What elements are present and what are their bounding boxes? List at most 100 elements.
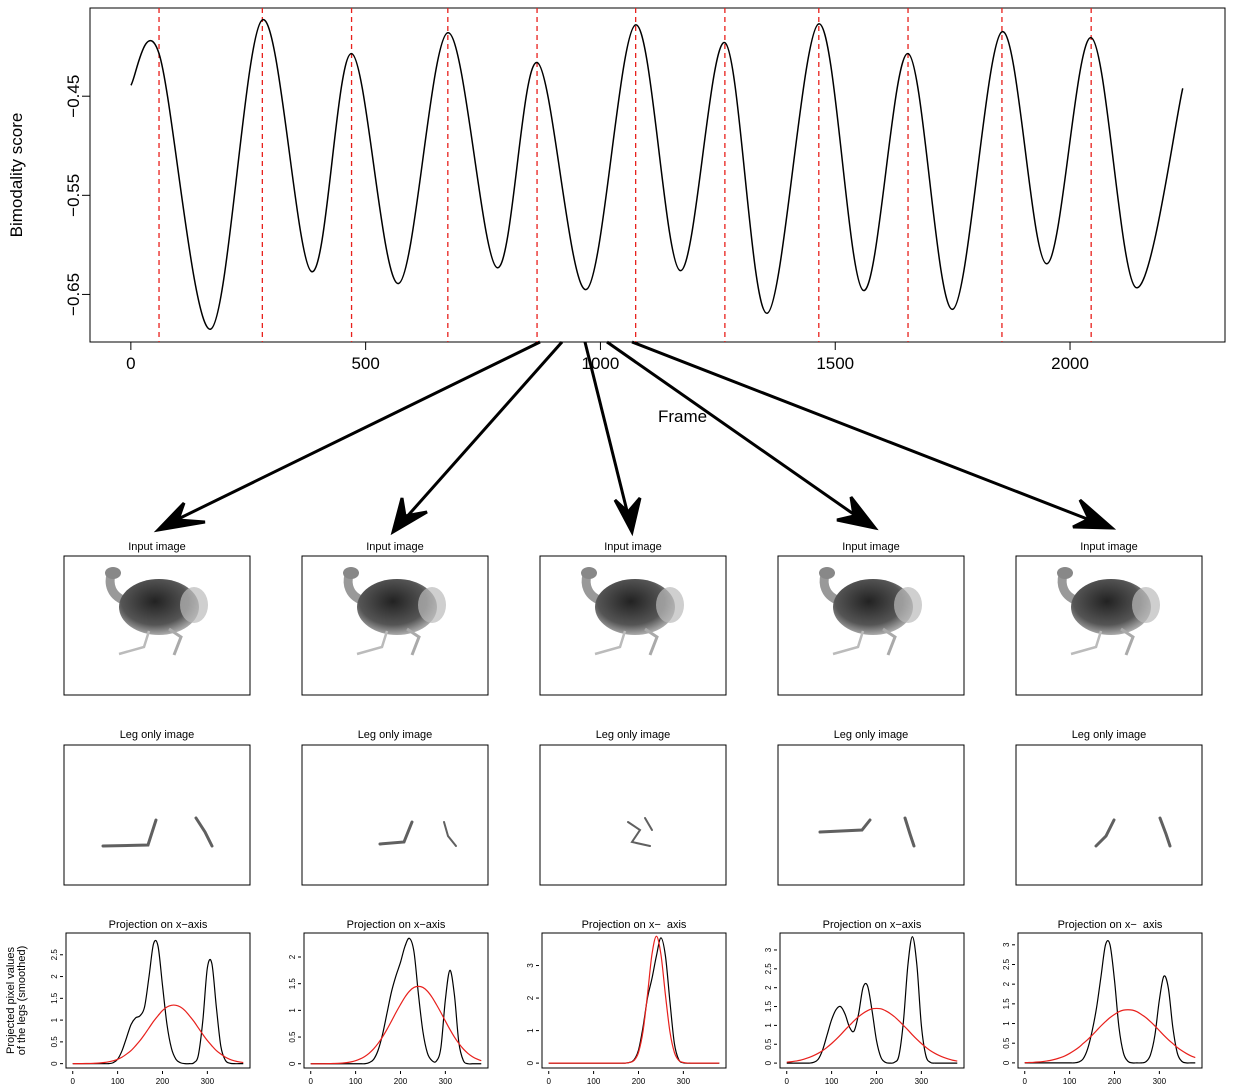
data-line (72, 939, 244, 1065)
plot-frame (89, 7, 1226, 343)
bird-image (343, 567, 446, 656)
x-tick-label: 100 (1063, 1077, 1077, 1086)
bird-leg (1070, 630, 1103, 656)
y-tick-label: 1 (526, 1028, 535, 1033)
y-tick-label: 2 (526, 995, 535, 1000)
y-axis-label: Bimodality score (7, 113, 26, 238)
y-tick-label: 3 (764, 947, 773, 952)
x-tick-label: 0 (547, 1077, 552, 1086)
bird-leg (168, 627, 183, 656)
panel-title: Input image (128, 541, 185, 553)
panel-title: Leg only image (596, 729, 671, 741)
y-tick-label: 0 (526, 1060, 535, 1065)
bird-tail (180, 587, 208, 623)
leg-stroke (194, 816, 214, 848)
bird-body (119, 579, 199, 635)
y-tick-label: 0 (288, 1061, 297, 1066)
bird-leg (118, 630, 151, 656)
leg-image-frame (539, 744, 727, 886)
data-line (310, 985, 482, 1065)
panel-title: Input image (366, 541, 423, 553)
y-tick-label: 0.5 (764, 1038, 773, 1050)
panel-title: Input image (1080, 541, 1137, 553)
y-tick-label: 2 (50, 974, 59, 979)
chart-title: Projection on x−axis (823, 919, 922, 931)
bird-leg (644, 627, 659, 656)
x-tick-label: 0 (71, 1077, 76, 1086)
x-tick-label: 500 (351, 354, 379, 373)
data-line (786, 936, 958, 1064)
bird-image (105, 567, 208, 656)
data-line (548, 937, 720, 1064)
x-tick-label: 300 (201, 1077, 215, 1086)
bird-body (1071, 579, 1151, 635)
x-tick-label: 0 (1023, 1077, 1028, 1086)
chart-title: Projection on x− axis (582, 919, 687, 931)
x-tick-label: 100 (587, 1077, 601, 1086)
x-tick-label: 200 (156, 1077, 170, 1086)
x-tick-label: 0 (309, 1077, 314, 1086)
plot-frame (541, 932, 727, 1069)
y-tick-label: −0.55 (64, 174, 83, 217)
y-tick-label: 3 (526, 963, 535, 968)
x-tick-label: 100 (111, 1077, 125, 1086)
bird-body (595, 579, 675, 635)
y-tick-label: 1.5 (1002, 998, 1011, 1010)
x-tick-label: 1500 (816, 354, 854, 373)
x-tick-label: 300 (1153, 1077, 1167, 1086)
bird-head (819, 567, 835, 579)
panel-title: Leg only image (120, 729, 195, 741)
bird-head (581, 567, 597, 579)
y-tick-label: 2 (288, 954, 297, 959)
bird-body (833, 579, 913, 635)
y-tick-label: 0 (764, 1060, 773, 1065)
bird-image (581, 567, 684, 656)
leg-stroke (378, 820, 414, 846)
bird-head (343, 567, 359, 579)
plot-frame (65, 932, 251, 1069)
y-tick-label: 1.5 (288, 978, 297, 990)
leg-stroke (644, 817, 653, 831)
bird-leg (406, 627, 421, 656)
x-tick-label: 300 (439, 1077, 453, 1086)
plot-frame (779, 932, 965, 1069)
y-tick-label: 1 (288, 1008, 297, 1013)
x-axis-label: Frame (658, 407, 707, 426)
bird-body (357, 579, 437, 635)
leg-stroke (903, 816, 916, 848)
data-line (130, 19, 1184, 330)
bird-leg (832, 630, 865, 656)
y-tick-label: 0.5 (288, 1031, 297, 1043)
y-tick-label: 2.5 (1002, 958, 1011, 970)
bird-image (1057, 567, 1160, 656)
leg-stroke (1158, 816, 1172, 848)
y-tick-label: 3 (1002, 942, 1011, 947)
x-tick-label: 0 (126, 354, 135, 373)
y-tick-label: 0 (50, 1061, 59, 1066)
y-tick-label: 2 (764, 985, 773, 990)
x-tick-label: 100 (825, 1077, 839, 1086)
y-tick-label: 0 (1002, 1060, 1011, 1065)
panel-title: Input image (604, 541, 661, 553)
y-tick-label: 0.5 (1002, 1037, 1011, 1049)
data-line (1024, 1009, 1196, 1064)
bird-head (1057, 567, 1073, 579)
leg-image-frame (777, 744, 965, 886)
y-tick-label: 1.5 (50, 992, 59, 1004)
leg-stroke (101, 818, 158, 848)
plot-frame (1017, 932, 1203, 1069)
y-tick-label: 1 (764, 1023, 773, 1028)
leg-stroke (818, 818, 872, 834)
x-tick-label: 100 (349, 1077, 363, 1086)
y-axis-label: Projected pixel values (5, 947, 17, 1055)
y-tick-label: 2.5 (764, 963, 773, 975)
x-tick-label: 200 (1108, 1077, 1122, 1086)
leg-stroke (1094, 818, 1116, 848)
y-tick-label: 0.5 (50, 1036, 59, 1048)
panel-title: Leg only image (1072, 729, 1147, 741)
bird-leg (882, 627, 897, 656)
y-tick-label: 1 (50, 1017, 59, 1022)
bird-head (105, 567, 121, 579)
bird-tail (656, 587, 684, 623)
bird-leg (594, 630, 627, 656)
